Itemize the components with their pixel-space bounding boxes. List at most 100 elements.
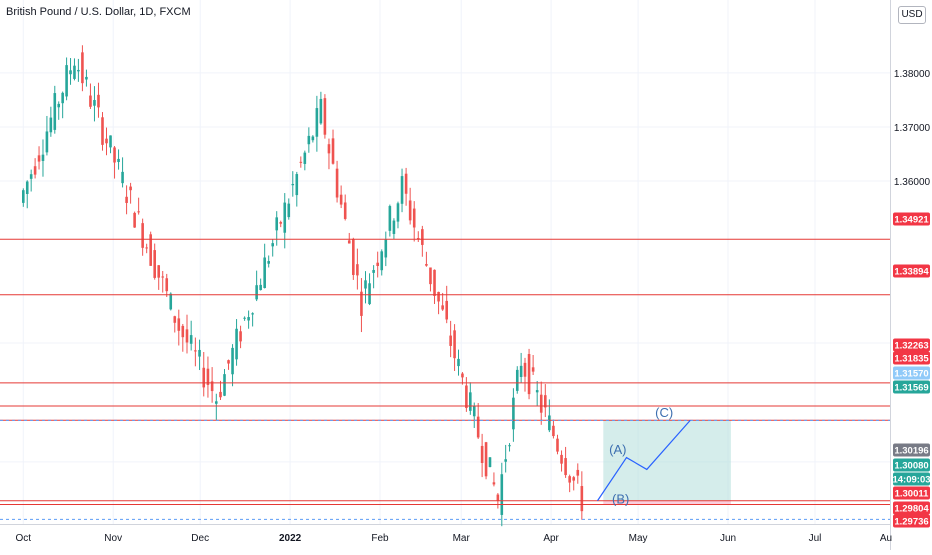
candle-body (535, 390, 539, 393)
candle-body (243, 317, 246, 319)
candle-body (165, 278, 169, 292)
candle-body (307, 135, 311, 145)
candle-body (177, 318, 181, 331)
candle-body (53, 93, 57, 130)
candle-body (129, 186, 132, 191)
candle-body (564, 458, 567, 476)
price-badge-text: 1.31570 (894, 369, 928, 380)
candle-body (121, 171, 124, 184)
candle-body (580, 486, 584, 512)
candle-body (219, 391, 222, 398)
candle-body (476, 416, 480, 438)
time-tick-label: Nov (104, 533, 122, 544)
candle-body (461, 373, 464, 378)
price-badge (893, 486, 930, 500)
candle-body (153, 250, 156, 278)
candle-body (161, 276, 165, 278)
stop-zone[interactable] (603, 500, 731, 505)
candle-body (227, 360, 230, 364)
candle-body (169, 293, 173, 310)
price-badge (893, 514, 930, 528)
time-tick-label: Oct (16, 533, 32, 544)
candle-body (515, 369, 519, 391)
candle-body (267, 261, 270, 264)
wave-label: (B) (612, 491, 629, 506)
candle-body (323, 98, 327, 135)
candle-body (364, 280, 367, 289)
candle-body (356, 264, 359, 276)
price-tick-label: 1.36000 (894, 177, 931, 188)
candle-body (480, 445, 484, 464)
candle-body (327, 144, 331, 154)
target-zone[interactable] (603, 420, 731, 501)
time-tick-label: Jun (720, 533, 736, 544)
candle-body (117, 158, 120, 163)
candle-body (372, 269, 375, 273)
wave-label: (C) (655, 405, 673, 420)
candle-body (384, 239, 388, 258)
candle-body (339, 194, 343, 205)
candle-body (576, 469, 580, 476)
candle-body (49, 117, 53, 133)
candle-body (311, 136, 315, 141)
candle-body (283, 202, 287, 233)
candle-body (416, 238, 420, 240)
candle-body (295, 174, 299, 196)
candle-body (65, 65, 68, 97)
candle-body (465, 385, 468, 409)
candle-body (396, 203, 400, 222)
price-badge (893, 212, 930, 226)
currency-button[interactable]: USD (898, 6, 926, 24)
candle-body (85, 76, 88, 80)
candle-body (89, 95, 92, 107)
candle-body (223, 374, 226, 396)
candle-body (404, 173, 408, 194)
time-tick-label: Mar (453, 533, 471, 544)
candle-body (531, 367, 535, 372)
candle-body (69, 70, 72, 75)
candle-body (101, 117, 104, 145)
price-badge-text: 1.31569 (894, 383, 928, 394)
candle-body (380, 251, 384, 271)
candle-body (392, 220, 396, 234)
price-badge (893, 351, 930, 365)
candle-body (93, 100, 96, 106)
candle-body (433, 269, 436, 296)
candle-body (173, 316, 177, 323)
candle-body (57, 103, 61, 108)
candle-body (331, 138, 335, 164)
time-tick-label: May (629, 533, 648, 544)
price-badge-text: 1.31835 (894, 354, 929, 365)
price-badge-text: 1.30196 (894, 446, 928, 457)
candle-body (271, 243, 274, 247)
candle-body (255, 285, 258, 300)
candle-body (113, 147, 116, 163)
candle-body (560, 454, 563, 464)
candle-body (25, 181, 29, 194)
chart-title: British Pound / U.S. Dollar, 1D, FXCM (6, 6, 191, 18)
candle-body (251, 313, 254, 315)
candle-body (512, 397, 515, 430)
candle-body (568, 476, 571, 483)
candle-body (441, 305, 444, 310)
candle-body (133, 212, 136, 228)
candle-body (360, 291, 363, 316)
candle-body (259, 284, 262, 291)
candle-body (210, 381, 214, 392)
candle-body (425, 264, 428, 266)
candle-body (247, 317, 250, 321)
price-badge (893, 264, 930, 278)
candle-body (287, 203, 291, 218)
wave-label: (A) (609, 442, 626, 457)
candle-body (469, 392, 472, 411)
wave-path[interactable] (597, 419, 691, 502)
candle-body (527, 354, 531, 395)
price-badge-text: 1.32263 (894, 341, 928, 352)
price-badge-text: 1.30011 (895, 489, 930, 500)
candle-body (97, 94, 100, 108)
price-badge (893, 338, 930, 352)
price-badge (893, 501, 930, 515)
price-badge-text: 1.33894 (894, 267, 929, 278)
